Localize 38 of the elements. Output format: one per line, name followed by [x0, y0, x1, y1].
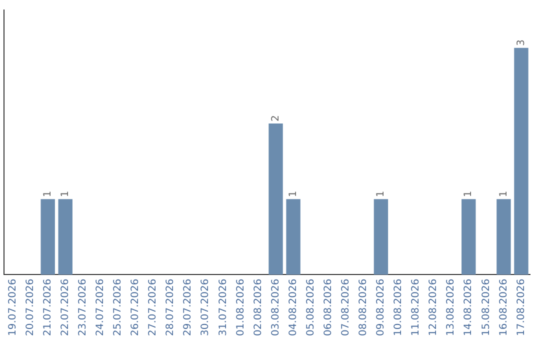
- x-tick-label: 19.07.2026: [7, 278, 18, 336]
- data-label: 3: [516, 39, 527, 46]
- x-tick-label: 28.07.2026: [165, 278, 176, 336]
- data-label: 1: [42, 190, 54, 198]
- x-tick-label: 05.08.2026: [305, 278, 316, 336]
- x-tick-label: 08.08.2026: [358, 278, 370, 336]
- x-tick-label: 16.08.2026: [498, 278, 510, 336]
- x-tick-label: 12.08.2026: [428, 278, 440, 336]
- x-tick-label: 02.08.2026: [252, 278, 264, 336]
- data-label: 1: [60, 190, 71, 198]
- x-tick-label: 26.07.2026: [130, 278, 142, 336]
- x-tick-label: 04.08.2026: [288, 278, 299, 336]
- x-tick-label: 14.08.2026: [463, 278, 474, 336]
- x-tick-label: 15.08.2026: [480, 278, 492, 336]
- x-tick-label: 22.07.2026: [60, 278, 71, 336]
- data-label: 1: [498, 190, 510, 198]
- data-label: 1: [288, 190, 299, 198]
- data-label: 2: [270, 115, 282, 122]
- x-tick-label: 31.07.2026: [218, 278, 229, 336]
- x-tick-label: 01.08.2026: [235, 278, 246, 336]
- x-tick-label: 17.08.2026: [516, 278, 527, 336]
- x-tick-label: 24.07.2026: [95, 278, 106, 336]
- x-tick-label: 25.07.2026: [112, 278, 124, 336]
- x-tick-label: 21.07.2026: [42, 278, 54, 336]
- x-tick-label: 30.07.2026: [200, 278, 212, 336]
- x-tick-label: 09.08.2026: [376, 278, 387, 336]
- x-tick-label: 11.08.2026: [410, 278, 422, 336]
- x-tick-label: 13.08.2026: [446, 278, 457, 336]
- x-tick-label: 06.08.2026: [322, 278, 334, 336]
- x-tick-label: 27.07.2026: [148, 278, 159, 336]
- x-tick-label: 03.08.2026: [270, 278, 282, 336]
- data-label: 1: [463, 190, 474, 198]
- x-tick-label: 07.08.2026: [340, 278, 352, 336]
- x-tick-label: 20.07.2026: [24, 278, 36, 336]
- data-label: 1: [376, 190, 387, 198]
- x-tick-label: 29.07.2026: [182, 278, 194, 336]
- x-tick-label: 23.07.2026: [77, 278, 88, 336]
- x-tick-label: 10.08.2026: [393, 278, 404, 336]
